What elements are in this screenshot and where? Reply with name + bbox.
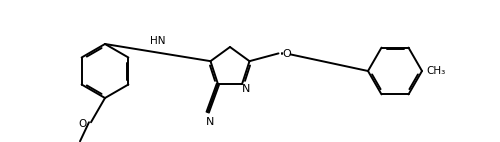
Text: O: O [79,119,87,129]
Text: CH₃: CH₃ [426,66,446,76]
Text: O: O [282,49,291,59]
Text: N: N [242,84,250,94]
Text: N: N [206,117,214,127]
Text: HN: HN [150,36,166,46]
